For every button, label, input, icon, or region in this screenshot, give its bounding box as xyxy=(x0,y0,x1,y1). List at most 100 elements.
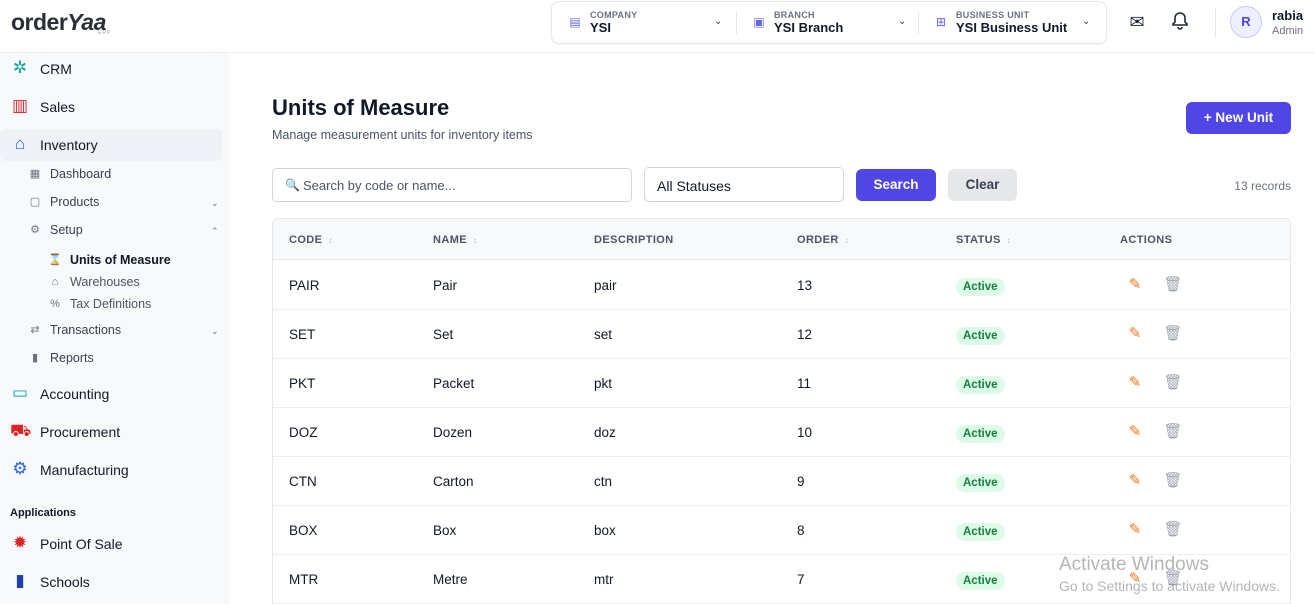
trash-icon[interactable]: 🗑 xyxy=(1163,570,1183,587)
edit-icon[interactable]: ✎ xyxy=(1128,374,1142,391)
chevron-down-icon: ⌄ xyxy=(211,198,219,208)
column-header-order[interactable]: ORDER ↕ xyxy=(797,234,850,246)
sidebar-item-sales[interactable]: ▥ Sales xyxy=(0,91,222,123)
page-subtitle: Manage measurement units for inventory i… xyxy=(272,128,533,142)
document-icon: ▤ xyxy=(569,15,581,29)
watermark-title: Activate Windows xyxy=(1059,554,1209,575)
table-row: DOZ Dozen doz 10 Active ✎ 🗑 xyxy=(273,408,1290,457)
sidebar-item-schools[interactable]: ▮ Schools xyxy=(0,566,222,598)
sidebar-item-products[interactable]: ▢ Products ⌄ xyxy=(0,191,222,213)
edit-icon[interactable]: ✎ xyxy=(1128,521,1142,538)
divider xyxy=(918,12,919,34)
mail-icon[interactable]: ✉ xyxy=(1129,12,1145,32)
bell-icon[interactable] xyxy=(1169,11,1191,33)
divider xyxy=(736,12,737,34)
business-unit-selector[interactable]: ⊞ BUSINESS UNIT YSI Business Unit ⌄ xyxy=(934,2,1099,43)
table-row: CTN Carton ctn 9 Active ✎ 🗑 xyxy=(273,457,1290,506)
cart-icon: ⛟ xyxy=(10,421,32,440)
records-count: 13 records xyxy=(1234,179,1291,193)
trash-icon[interactable]: 🗑 xyxy=(1163,423,1183,440)
sidebar-item-reports[interactable]: ▮ Reports xyxy=(0,347,222,369)
sidebar-item-dashboard[interactable]: ▦ Dashboard xyxy=(0,163,222,185)
edit-icon[interactable]: ✎ xyxy=(1128,570,1142,587)
store-icon: ▥ xyxy=(11,96,29,115)
trash-icon[interactable]: 🗑 xyxy=(1163,276,1183,293)
status-filter-select[interactable]: All Statuses xyxy=(644,167,844,202)
sidebar-item-point-of-sale[interactable]: ✹ Point Of Sale xyxy=(0,528,222,560)
search-input[interactable] xyxy=(303,169,623,201)
status-badge: Active xyxy=(956,523,1005,541)
sidebar-item-label: Products xyxy=(50,195,100,209)
cell-code: BOX xyxy=(289,523,318,538)
box-icon: ▢ xyxy=(29,196,41,208)
company-label: COMPANY xyxy=(590,10,638,20)
arrows-icon: ⇄ xyxy=(30,324,40,336)
sidebar-item-procurement[interactable]: ⛟ Procurement xyxy=(0,416,222,448)
context-switcher: ▤ COMPANY YSI ⌄ ▣ BRANCH YSI Branch ⌄ ⊞ … xyxy=(551,1,1107,44)
cell-code: SET xyxy=(289,327,316,342)
table-row: PKT Packet pkt 11 Active ✎ 🗑 xyxy=(273,359,1290,408)
sidebar: ✲ CRM ▥ Sales ⌂ Inventory ▦ Dashboard ▢ … xyxy=(0,53,230,604)
trash-icon[interactable]: 🗑 xyxy=(1163,472,1183,489)
building-icon: ▣ xyxy=(753,15,765,29)
sort-icon: ↕ xyxy=(473,236,478,245)
avatar[interactable]: R xyxy=(1230,6,1262,38)
status-badge: Active xyxy=(956,278,1005,296)
column-header-actions: ACTIONS xyxy=(1120,234,1173,246)
cell-order: 13 xyxy=(797,278,813,293)
app-logo[interactable]: orderYaa xyxy=(11,9,106,35)
hourglass-icon: ⌛ xyxy=(48,254,62,266)
sidebar-item-warehouses[interactable]: ⌂ Warehouses xyxy=(0,272,222,292)
divider xyxy=(1215,8,1216,38)
cell-code: PAIR xyxy=(289,278,320,293)
trash-icon[interactable]: 🗑 xyxy=(1163,325,1183,342)
dashboard-icon: ▦ xyxy=(29,168,41,180)
grid-icon: ⊞ xyxy=(935,15,947,29)
user-name[interactable]: rabia xyxy=(1272,8,1304,23)
warehouse-icon: ⌂ xyxy=(51,276,59,288)
status-filter-value: All Statuses xyxy=(657,178,731,194)
sidebar-item-crm[interactable]: ✲ CRM xyxy=(0,53,222,85)
edit-icon[interactable]: ✎ xyxy=(1128,325,1142,342)
cell-name: Metre xyxy=(433,572,468,587)
sidebar-item-setup[interactable]: ⚙ Setup ⌃ xyxy=(0,219,222,241)
table-row: PAIR Pair pair 13 Active ✎ 🗑 xyxy=(273,261,1290,310)
sidebar-item-tax-definitions[interactable]: % Tax Definitions xyxy=(0,294,222,314)
sidebar-item-units-of-measure[interactable]: ⌛ Units of Measure xyxy=(0,250,222,270)
branch-selector[interactable]: ▣ BRANCH YSI Branch ⌄ xyxy=(752,2,912,43)
edit-icon[interactable]: ✎ xyxy=(1128,276,1142,293)
sidebar-item-label: Warehouses xyxy=(70,275,140,289)
column-header-status[interactable]: STATUS ↕ xyxy=(956,234,1012,246)
sidebar-item-label: Setup xyxy=(50,223,83,237)
trash-icon[interactable]: 🗑 xyxy=(1163,374,1183,391)
company-selector[interactable]: ▤ COMPANY YSI ⌄ xyxy=(568,2,728,43)
branch-label: BRANCH xyxy=(774,10,815,20)
cell-description: set xyxy=(594,327,613,342)
cell-name: Dozen xyxy=(433,425,473,440)
column-header-code[interactable]: CODE ↕ xyxy=(289,234,333,246)
trash-icon[interactable]: 🗑 xyxy=(1163,521,1183,538)
user-role: Admin xyxy=(1272,25,1304,37)
cell-name: Set xyxy=(433,327,454,342)
edit-icon[interactable]: ✎ xyxy=(1128,472,1142,489)
branch-value: YSI Branch xyxy=(774,20,844,35)
clear-button[interactable]: Clear xyxy=(948,169,1017,201)
cell-code: MTR xyxy=(289,572,319,587)
sidebar-item-transactions[interactable]: ⇄ Transactions ⌄ xyxy=(0,319,222,341)
status-badge: Active xyxy=(956,327,1005,345)
column-header-name[interactable]: NAME ↕ xyxy=(433,234,478,246)
gear-icon: ⚙ xyxy=(30,224,40,236)
page-title: Units of Measure xyxy=(272,95,450,120)
sort-icon: ↕ xyxy=(844,236,850,245)
cell-order: 8 xyxy=(797,523,805,538)
search-button[interactable]: Search xyxy=(856,169,936,201)
chevron-down-icon: ⌄ xyxy=(714,16,723,27)
sidebar-item-manufacturing[interactable]: ⚙ Manufacturing xyxy=(0,454,222,486)
sidebar-item-accounting[interactable]: ▭ Accounting xyxy=(0,378,222,410)
new-unit-button[interactable]: + New Unit xyxy=(1186,102,1291,134)
sidebar-item-inventory[interactable]: ⌂ Inventory xyxy=(0,129,222,161)
edit-icon[interactable]: ✎ xyxy=(1128,423,1142,440)
sidebar-item-label: Inventory xyxy=(40,137,98,153)
cell-description: pkt xyxy=(594,376,613,391)
sidebar-item-label: Units of Measure xyxy=(70,253,171,267)
